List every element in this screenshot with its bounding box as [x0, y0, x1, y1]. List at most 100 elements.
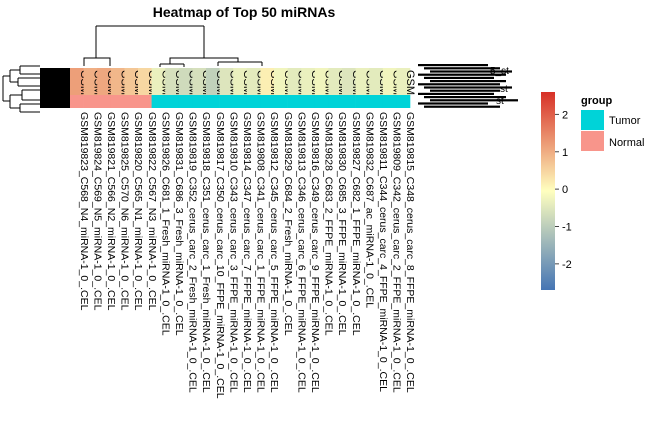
column-dendrogram [83, 25, 263, 67]
group-annotation-cell [124, 95, 139, 108]
heatmap-cell [260, 68, 275, 95]
group-annotation-cell [178, 95, 193, 108]
column-label: GSM819813_C346_cerus_carc_6_FFPE_miRNA-1… [295, 112, 307, 393]
group-annotation-cell [206, 95, 220, 108]
group-annotation-cell [355, 95, 370, 108]
heatmap-cell-label: GSM [404, 70, 416, 95]
heatmap-cell [165, 68, 180, 95]
legend-swatch-normal [581, 131, 604, 151]
group-annotation-cell [70, 95, 84, 108]
heatmap-cell [301, 68, 316, 95]
color-scale-legend: 2 1 0 -1 -2 [541, 92, 572, 290]
column-label: GSM819821_C566_N2_miRNA-1_0_.CEL [105, 112, 117, 311]
column-label: GSM819812_C345_cerus_carc_5_FFPE_miRNA-1… [268, 112, 280, 393]
group-annotation-cell [233, 95, 248, 108]
group-annotation-cell [97, 95, 112, 108]
heatmap-cell [110, 68, 125, 95]
column-label: GSM819823_C568_N4_miRNA-1_0_.CEL [78, 112, 90, 311]
legend-label-normal: Normal [609, 137, 644, 149]
group-legend-title: group [581, 95, 612, 107]
column-label: GSM819814_C347_cerus_carc_7_FFPE_miRNA-1… [241, 112, 253, 393]
group-annotation-cell [342, 95, 356, 108]
column-label: GSM819816_C349_cerus_carc_9_FFPE_miRNA-1… [309, 112, 321, 393]
heatmap-cell [314, 68, 329, 95]
group-annotation-cell [246, 95, 261, 108]
scale-tick-label: 1 [562, 147, 568, 159]
scale-tick-label: -2 [562, 259, 572, 271]
scale-tick-label: -1 [562, 221, 572, 233]
column-label: GSM819809_C342_cerus_carc_2_FFPE_miRNA-1… [391, 112, 403, 393]
column-label: GSM819810_C343_cerus_carc_3_FFPE_miRNA-1… [227, 112, 239, 393]
group-annotation-cell [83, 95, 98, 108]
heatmap-cell [151, 68, 166, 95]
heatmap-cell [219, 68, 234, 95]
row-dendrogram [2, 65, 40, 113]
heatmap-cell [246, 68, 261, 95]
column-label: GSM819828_C683_2_FFPE_miRNA-1_0_.CEL [323, 112, 335, 336]
overlapping-row-label-mark [430, 80, 506, 83]
heatmap-cell [274, 68, 288, 95]
heatmap-cell [124, 68, 139, 95]
column-label: GSM819819_C352_cerus_carc_2_Fresh_miRNA-… [187, 112, 199, 393]
heatmap-cell [83, 68, 98, 95]
column-label: GSM819820_C565_N1_miRNA-1_0_.CEL [132, 112, 144, 311]
group-annotation-cell [165, 95, 180, 108]
overlapping-row-label-mark [424, 86, 512, 89]
heatmap-cell [178, 68, 193, 95]
legend-swatch-tumor [581, 110, 604, 130]
heatmap-cell [97, 68, 112, 95]
group-annotation-cell [110, 95, 125, 108]
overlapping-row-label-mark [430, 99, 518, 102]
overlapping-row-label-mark [424, 76, 494, 79]
heatmap-cell [206, 68, 220, 95]
color-scale-bar [541, 92, 555, 290]
overlapping-row-label-mark [430, 70, 512, 73]
column-label: GSM819825_C570_N6_miRNA-1_0_.CEL [119, 112, 131, 311]
column-label: GSM819827_C682_1_FFPE_miRNA-1_0_.CEL [350, 112, 362, 336]
group-annotation-cell [192, 95, 207, 108]
column-label: GSM819831_C686_3_Fresh_miRNA-1_0_.CEL [173, 112, 185, 336]
legend-label-tumor: Tumor [609, 115, 641, 127]
column-label: GSM819829_C684_2_Fresh_miRNA-1_0_.CEL [282, 112, 294, 336]
group-legend: group Tumor Normal [581, 95, 644, 151]
overlapping-row-label-mark [424, 67, 500, 70]
overlapping-row-label-mark [424, 96, 506, 99]
overlapping-row-label-mark [418, 73, 506, 76]
heatmap-cell [396, 68, 411, 95]
heatmap-cell [382, 68, 397, 95]
heatmap-cell [342, 68, 356, 95]
column-label: GSM819818_C351_cerus_carc_1_Fresh_miRNA-… [200, 112, 212, 393]
overlapping-row-label-mark [430, 89, 500, 92]
row-name-overlap [40, 68, 70, 108]
heatmap-cell [287, 68, 302, 95]
column-label: GSM819817_C350_cerus_carc_10_FFPE_miRNA-… [214, 112, 226, 399]
group-annotation-cell [369, 95, 384, 108]
heatmap-cell [328, 68, 343, 95]
group-annotation-cell [396, 95, 411, 108]
chart-title: Heatmap of Top 50 miRNAs [153, 4, 336, 20]
column-label: GSM819832_C687_ac_miRNA-1_0_.CEL [363, 112, 375, 308]
overlapping-row-label-mark [418, 92, 494, 95]
scale-tick-label: 2 [562, 109, 568, 121]
scale-tick-label: 0 [562, 184, 568, 196]
heatmap-cells: GSMGSMGSMGSMGSMGSMGSMGSMGSMGSMGSMGSMGSMG… [40, 68, 416, 108]
row-label: st [500, 84, 508, 95]
column-label: GSM819815_C348_cerus_carc_8_FFPE_miRNA-1… [404, 112, 416, 393]
group-annotation-cell [287, 95, 302, 108]
overlapping-row-label-mark [418, 83, 500, 86]
column-label: GSM819822_C567_N3_miRNA-1_0_.CEL [146, 112, 158, 311]
group-annotation-cell [260, 95, 275, 108]
heatmap-cell [369, 68, 384, 95]
column-label: GSM819830_C685_3_FFPE_miRNA-1_0_.CEL [336, 112, 348, 336]
overlapping-row-label-mark [418, 102, 488, 105]
heatmap-cell [192, 68, 207, 95]
group-annotation-cell [301, 95, 316, 108]
column-label: GSM819811_C344_cerus_carc_4_FFPE_miRNA-1… [377, 112, 389, 392]
column-label: GSM819826_C681_1_Fresh_miRNA-1_0_.CEL [159, 112, 171, 336]
row-label: st [496, 96, 504, 107]
group-annotation-cell [151, 95, 166, 108]
group-annotation-cell [274, 95, 288, 108]
group-annotation-cell [219, 95, 234, 108]
